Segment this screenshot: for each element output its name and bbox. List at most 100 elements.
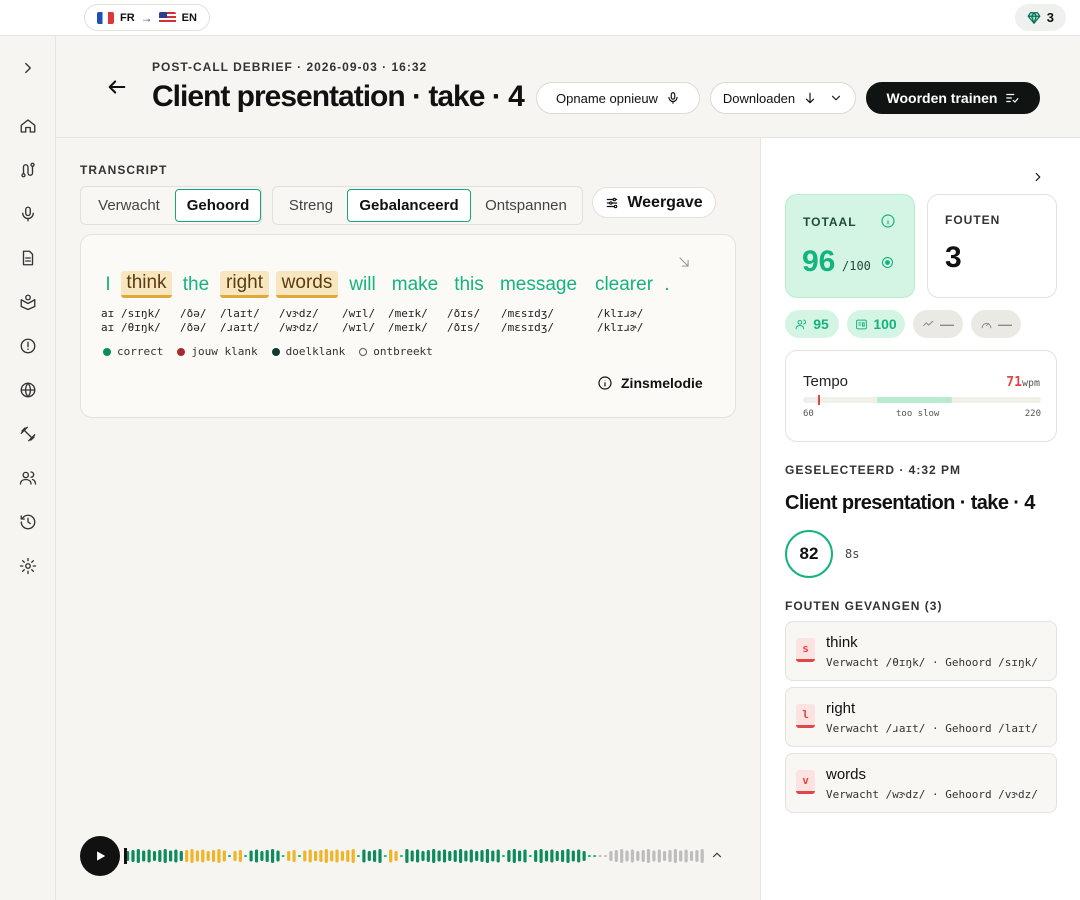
pronunciation-legend: correct jouw klank doelklank ontbreekt bbox=[103, 345, 433, 358]
chip-rhythm-score[interactable]: — bbox=[913, 310, 963, 338]
waveform-bar bbox=[222, 850, 226, 862]
display-settings-button[interactable]: Weergave bbox=[592, 187, 716, 218]
waveform-bar bbox=[201, 849, 205, 863]
transcript-word[interactable]: the bbox=[182, 273, 210, 295]
collapse-diagonal-icon[interactable] bbox=[677, 255, 693, 271]
waveform-bar bbox=[442, 849, 447, 863]
microphone-icon bbox=[22, 206, 34, 222]
waveform-bar bbox=[238, 850, 242, 862]
target-icon bbox=[880, 255, 896, 271]
waveform-bar bbox=[625, 850, 629, 862]
transcript-word[interactable]: make bbox=[391, 273, 439, 295]
sidebar-item-documents[interactable] bbox=[16, 246, 40, 270]
waveform-bar bbox=[561, 850, 565, 862]
globe-icon bbox=[20, 382, 36, 398]
transcript-word-error[interactable]: think bbox=[121, 271, 172, 298]
player-collapse-button[interactable] bbox=[710, 848, 726, 864]
strictness-strict[interactable]: Streng bbox=[288, 197, 334, 214]
mistake-item[interactable]: s think Verwacht /θɪŋk/ · Gehoord /sɪŋk/ bbox=[785, 621, 1057, 681]
document-icon bbox=[22, 250, 34, 266]
play-icon bbox=[97, 851, 106, 861]
transcript-word[interactable]: message bbox=[499, 273, 578, 295]
view-mode-heard[interactable]: Gehoord bbox=[175, 189, 261, 222]
strictness-relaxed[interactable]: Ontspannen bbox=[485, 197, 567, 214]
audio-waveform[interactable] bbox=[124, 846, 704, 866]
waveform-bar bbox=[566, 849, 570, 863]
sidebar-item-languages[interactable] bbox=[16, 378, 40, 402]
record-again-button[interactable]: Opname opnieuw bbox=[536, 82, 700, 114]
download-button[interactable]: Downloaden bbox=[710, 82, 856, 114]
waveform-bar bbox=[233, 851, 237, 861]
transcript-word[interactable]: will bbox=[349, 273, 376, 295]
train-words-button[interactable]: Woorden trainen bbox=[866, 82, 1040, 114]
sidebar-item-history[interactable] bbox=[16, 510, 40, 534]
waveform-bar bbox=[528, 855, 532, 857]
waveform-bar bbox=[367, 851, 371, 861]
sidebar-item-record[interactable] bbox=[16, 202, 40, 226]
ipa-expected: /ɹaɪt/ bbox=[220, 321, 260, 334]
waveform-bar bbox=[185, 850, 189, 862]
waveform-bar bbox=[362, 849, 366, 863]
ipa-expected: aɪ bbox=[101, 321, 115, 334]
chip-fluency-score[interactable]: 100 bbox=[847, 310, 905, 338]
back-button[interactable] bbox=[106, 76, 130, 100]
sidebar-item-community[interactable] bbox=[16, 466, 40, 490]
transcript-word[interactable]: clearer bbox=[594, 273, 654, 295]
sidebar-item-lessons[interactable] bbox=[16, 290, 40, 314]
home-icon bbox=[20, 119, 36, 133]
ipa-heard: /vɝdz/ bbox=[279, 307, 319, 320]
transcript-word[interactable]: I bbox=[105, 273, 111, 295]
waveform-bar bbox=[689, 851, 694, 861]
ipa-expected: /wɝdz/ bbox=[279, 321, 319, 334]
ipa-heard: /mɛsɪdʒ/ bbox=[501, 307, 554, 320]
waveform-bar bbox=[507, 850, 511, 862]
arrow-right-icon: → bbox=[140, 10, 153, 25]
chip-speed-score[interactable]: — bbox=[971, 310, 1021, 338]
waveform-bar bbox=[609, 851, 613, 861]
sidebar-item-alerts[interactable] bbox=[16, 334, 40, 358]
tempo-card: Tempo 71wpm 60 too slow 220 bbox=[785, 350, 1057, 442]
users-icon bbox=[19, 471, 37, 485]
sliders-icon bbox=[607, 197, 618, 208]
waveform-bar bbox=[587, 855, 591, 857]
legend-target-sound: doelklank bbox=[271, 345, 345, 358]
sidebar-item-progress[interactable] bbox=[16, 422, 40, 446]
sidebar-expand-button[interactable] bbox=[16, 56, 40, 80]
waveform-bar bbox=[249, 850, 253, 862]
waveform-bar bbox=[287, 851, 291, 861]
transcript-word-error[interactable]: right bbox=[220, 271, 269, 298]
play-button[interactable] bbox=[80, 836, 120, 876]
caught-errors-label: FOUTEN GEVANGEN (3) bbox=[785, 599, 943, 613]
ipa-heard: /meɪk/ bbox=[388, 307, 428, 320]
waveform-bar bbox=[340, 851, 344, 861]
transcript-period: . bbox=[664, 273, 670, 295]
gems-counter[interactable]: 3 bbox=[1014, 4, 1066, 31]
mistake-item[interactable]: l right Verwacht /ɹaɪt/ · Gehoord /laɪt/ bbox=[785, 687, 1057, 747]
score-card-icon bbox=[856, 319, 868, 329]
waveform-bar bbox=[469, 849, 473, 863]
gems-count: 3 bbox=[1046, 10, 1054, 25]
sidebar-item-journeys[interactable] bbox=[16, 158, 40, 182]
errors-card[interactable]: FOUTEN 3 bbox=[927, 194, 1057, 298]
waveform-bar bbox=[217, 849, 221, 863]
total-score-card[interactable]: TOTAAL 96 /100 bbox=[785, 194, 915, 298]
waveform-bar bbox=[131, 850, 135, 862]
language-pair-selector[interactable]: FR → EN bbox=[84, 4, 210, 31]
waveform-bar bbox=[523, 849, 527, 863]
mistake-detail: Verwacht /wɝdz/ · Gehoord /vɝdz/ bbox=[826, 788, 1038, 801]
arrow-down-icon bbox=[806, 92, 815, 104]
transcript-word-error[interactable]: words bbox=[276, 271, 338, 298]
waveform-bar bbox=[550, 849, 554, 863]
intonation-button[interactable]: Zinsmelodie bbox=[597, 375, 703, 391]
chip-accent-score[interactable]: 95 bbox=[785, 310, 839, 338]
view-mode-expected[interactable]: Verwacht bbox=[98, 197, 160, 214]
transcript-word[interactable]: this bbox=[454, 273, 484, 295]
sidebar-item-home[interactable] bbox=[16, 114, 40, 138]
mistake-item[interactable]: v words Verwacht /wɝdz/ · Gehoord /vɝdz/ bbox=[785, 753, 1057, 813]
info-icon[interactable] bbox=[880, 213, 896, 229]
us-flag-icon bbox=[158, 11, 176, 24]
sidebar-item-settings[interactable] bbox=[16, 554, 40, 578]
strictness-balanced[interactable]: Gebalanceerd bbox=[347, 189, 471, 222]
panel-collapse-button[interactable] bbox=[1031, 170, 1047, 186]
waveform-bar bbox=[136, 849, 140, 863]
